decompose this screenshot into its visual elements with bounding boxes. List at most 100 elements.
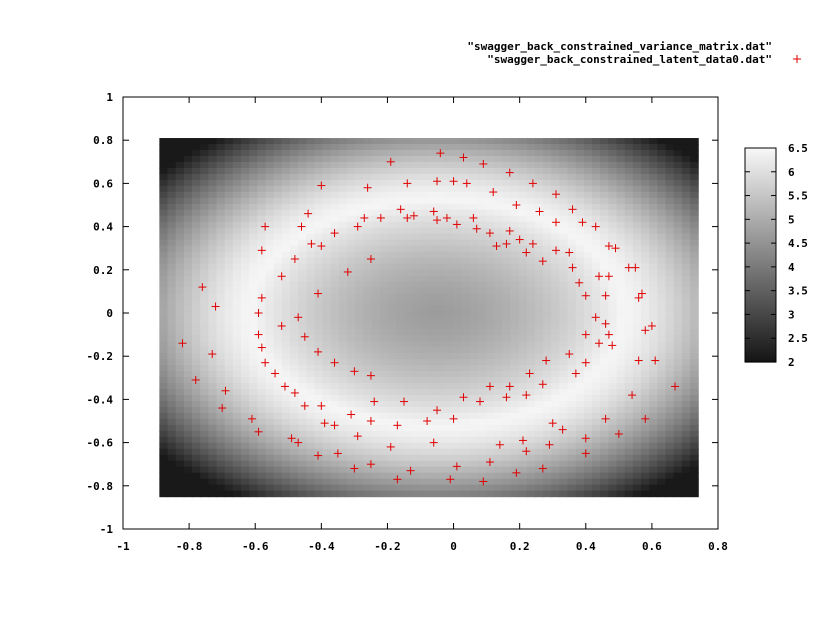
heatmap-cell — [347, 293, 356, 300]
heatmap-cell — [314, 442, 324, 450]
heatmap-cell — [469, 347, 479, 354]
heatmap-cell — [428, 347, 438, 354]
colorbar-step — [745, 154, 776, 157]
data-point — [191, 375, 200, 384]
heatmap-cell — [183, 251, 193, 259]
heatmap-cell — [502, 155, 511, 163]
heatmap-cell — [632, 161, 642, 169]
heatmap-cell — [526, 359, 536, 366]
heatmap-cell — [567, 173, 577, 181]
heatmap-cell — [224, 383, 234, 390]
heatmap-cell — [510, 460, 520, 468]
heatmap-cell — [559, 341, 569, 348]
heatmap-cell — [322, 347, 332, 354]
heatmap-cell — [494, 245, 503, 253]
heatmap-cell — [657, 239, 667, 247]
heatmap-cell — [322, 209, 332, 217]
heatmap-cell — [379, 466, 389, 474]
heatmap-cell — [314, 472, 324, 480]
heatmap-cell — [502, 311, 511, 318]
heatmap-cell — [543, 317, 552, 324]
heatmap-cell — [379, 149, 389, 157]
heatmap-cell — [404, 353, 414, 360]
data-point — [485, 382, 494, 391]
heatmap-cell — [314, 323, 324, 330]
heatmap-cell — [641, 269, 650, 277]
heatmap-cell — [494, 221, 503, 229]
heatmap-cell — [249, 144, 258, 151]
heatmap-cell — [208, 329, 218, 336]
heatmap-cell — [608, 179, 618, 187]
heatmap-cell — [518, 418, 528, 426]
heatmap-cell — [298, 365, 307, 372]
heatmap-cell — [592, 400, 601, 408]
heatmap-cell — [306, 424, 316, 432]
heatmap-cell — [355, 389, 365, 396]
heatmap-cell — [241, 442, 250, 450]
heatmap-cell — [330, 389, 340, 396]
heatmap-cell — [575, 197, 585, 205]
heatmap-cell — [445, 197, 454, 205]
heatmap-cell — [583, 203, 593, 211]
heatmap-cell — [298, 275, 307, 283]
heatmap-cell — [690, 185, 699, 193]
heatmap-cell — [477, 460, 487, 468]
heatmap-cell — [543, 257, 552, 265]
heatmap-cell — [257, 460, 267, 468]
heatmap-cell — [583, 161, 593, 169]
heatmap-cell — [306, 221, 316, 229]
heatmap-cell — [289, 430, 299, 438]
heatmap-cell — [502, 365, 511, 372]
heatmap-cell — [232, 179, 242, 187]
heatmap-cell — [624, 281, 634, 289]
heatmap-cell — [657, 311, 667, 318]
heatmap-cell — [485, 144, 495, 151]
heatmap-cell — [567, 365, 577, 372]
heatmap-cell — [518, 197, 528, 205]
heatmap-cell — [396, 389, 405, 396]
heatmap-cell — [330, 161, 340, 169]
heatmap-cell — [469, 275, 479, 283]
heatmap-cell — [224, 335, 234, 342]
heatmap-cell — [265, 185, 275, 193]
heatmap-cell — [216, 484, 226, 492]
heatmap-cell — [241, 221, 250, 229]
heatmap-cell — [363, 155, 373, 163]
heatmap-cell — [322, 299, 332, 306]
heatmap-cell — [559, 377, 569, 384]
heatmap-cell — [257, 442, 267, 450]
heatmap-cell — [559, 257, 569, 265]
heatmap-cell — [690, 424, 699, 432]
data-point — [330, 358, 339, 367]
heatmap-cell — [673, 424, 683, 432]
heatmap-cell — [681, 460, 691, 468]
heatmap-cell — [551, 400, 560, 408]
heatmap-cell — [420, 227, 430, 235]
heatmap-cell — [232, 257, 242, 265]
heatmap-cell — [200, 484, 209, 492]
heatmap-cell — [543, 454, 552, 462]
heatmap-cell — [518, 406, 528, 414]
data-point — [277, 272, 286, 281]
data-point — [641, 414, 650, 423]
heatmap-cell — [649, 400, 658, 408]
heatmap-cell — [641, 383, 650, 390]
heatmap-cell — [216, 293, 226, 300]
heatmap-cell — [453, 335, 463, 342]
heatmap-cell — [347, 149, 356, 157]
heatmap-cell — [281, 221, 291, 229]
colorbar-tick-label: 5.5 — [788, 190, 808, 203]
heatmap-cell — [616, 173, 626, 181]
heatmap-cell — [355, 209, 365, 217]
heatmap-cell — [347, 335, 356, 342]
heatmap-cell — [192, 418, 201, 426]
heatmap-cell — [371, 239, 381, 247]
heatmap-cell — [371, 209, 381, 217]
heatmap-cell — [257, 269, 267, 277]
heatmap-cell — [494, 263, 503, 271]
heatmap-cell — [665, 203, 675, 211]
heatmap-cell — [592, 167, 601, 175]
heatmap-cell — [592, 371, 601, 378]
data-point — [624, 263, 633, 272]
heatmap-cell — [224, 155, 234, 163]
